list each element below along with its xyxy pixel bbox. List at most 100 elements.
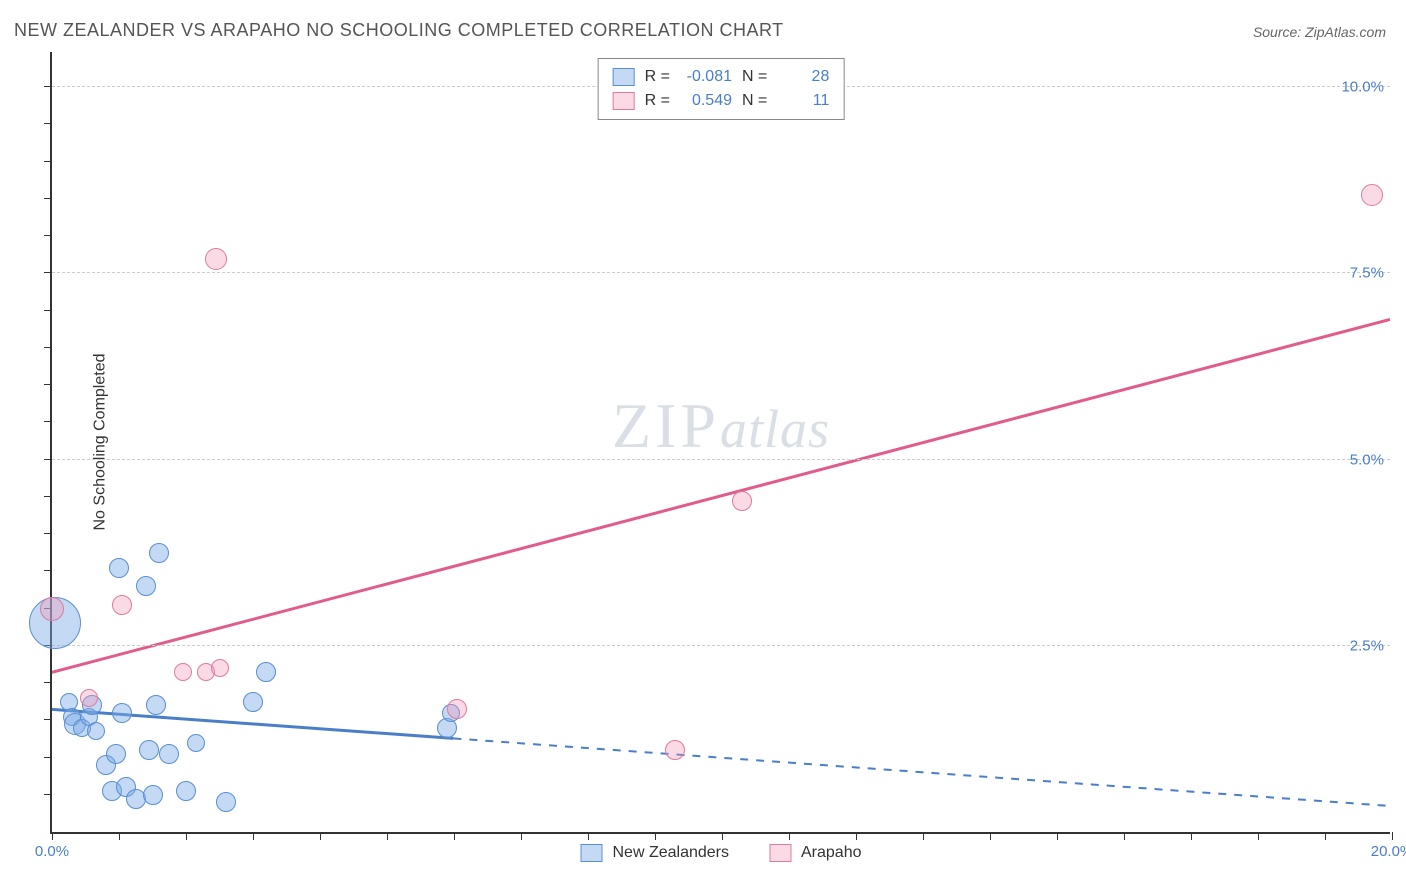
y-tick-label: 7.5% xyxy=(1350,265,1384,282)
data-point xyxy=(40,597,64,621)
x-tick xyxy=(521,832,522,840)
x-tick xyxy=(856,832,857,840)
x-tick xyxy=(1191,832,1192,840)
data-point xyxy=(176,781,196,801)
trend-lines-svg xyxy=(52,52,1390,832)
y-tick xyxy=(44,123,52,124)
y-tick xyxy=(44,533,52,534)
stats-row-1: R = -0.081 N = 28 xyxy=(613,65,830,89)
legend-label-2: Arapaho xyxy=(801,844,862,862)
data-point xyxy=(732,491,752,511)
x-tick xyxy=(588,832,589,840)
r-value-1: -0.081 xyxy=(680,65,732,89)
x-tick xyxy=(119,832,120,840)
data-point xyxy=(174,663,192,681)
x-tick xyxy=(186,832,187,840)
legend-item-2: Arapaho xyxy=(769,844,862,862)
y-tick xyxy=(44,496,52,497)
n-label-1: N = xyxy=(742,65,767,89)
swatch-pink-icon xyxy=(613,92,635,110)
y-tick xyxy=(44,235,52,236)
data-point xyxy=(106,744,126,764)
x-tick-label: 20.0% xyxy=(1371,843,1406,860)
n-label-2: N = xyxy=(742,89,767,113)
r-label-2: R = xyxy=(645,89,670,113)
legend-item-1: New Zealanders xyxy=(581,844,730,862)
y-tick xyxy=(44,421,52,422)
legend-swatch-blue-icon xyxy=(581,844,603,862)
swatch-blue-icon xyxy=(613,68,635,86)
gridline xyxy=(52,645,1390,646)
trend-line xyxy=(52,319,1390,672)
data-point xyxy=(447,699,467,719)
y-tick xyxy=(44,459,52,460)
watermark: ZIPatlas xyxy=(612,389,830,463)
chart-title: NEW ZEALANDER VS ARAPAHO NO SCHOOLING CO… xyxy=(14,20,784,41)
x-tick xyxy=(387,832,388,840)
x-tick xyxy=(1392,832,1393,840)
y-tick xyxy=(44,570,52,571)
y-tick xyxy=(44,161,52,162)
data-point xyxy=(109,558,129,578)
y-tick xyxy=(44,719,52,720)
data-point xyxy=(187,734,205,752)
y-tick xyxy=(44,310,52,311)
watermark-zip: ZIP xyxy=(612,390,720,461)
data-point xyxy=(205,248,227,270)
y-tick xyxy=(44,347,52,348)
x-tick-label: 0.0% xyxy=(35,843,69,860)
y-tick xyxy=(44,794,52,795)
data-point xyxy=(159,744,179,764)
gridline xyxy=(52,272,1390,273)
y-tick xyxy=(44,384,52,385)
n-value-2: 11 xyxy=(777,89,829,113)
data-point xyxy=(216,792,236,812)
x-tick xyxy=(990,832,991,840)
stats-legend: R = -0.081 N = 28 R = 0.549 N = 11 xyxy=(598,58,845,120)
y-tick xyxy=(44,86,52,87)
y-tick-label: 2.5% xyxy=(1350,637,1384,654)
r-value-2: 0.549 xyxy=(680,89,732,113)
legend-swatch-pink-icon xyxy=(769,844,791,862)
x-tick xyxy=(1124,832,1125,840)
data-point xyxy=(146,695,166,715)
y-tick-label: 10.0% xyxy=(1341,79,1384,96)
y-axis-label: No Schooling Completed xyxy=(92,354,110,531)
r-label-1: R = xyxy=(645,65,670,89)
data-point xyxy=(80,689,98,707)
data-point xyxy=(143,785,163,805)
bottom-legend: New Zealanders Arapaho xyxy=(581,844,862,862)
data-point xyxy=(112,703,132,723)
data-point xyxy=(243,692,263,712)
x-tick xyxy=(253,832,254,840)
x-tick xyxy=(1258,832,1259,840)
y-tick xyxy=(44,198,52,199)
data-point xyxy=(149,543,169,563)
y-tick xyxy=(44,272,52,273)
watermark-atlas: atlas xyxy=(720,399,830,459)
x-tick xyxy=(1057,832,1058,840)
x-tick xyxy=(454,832,455,840)
x-tick xyxy=(923,832,924,840)
data-point xyxy=(1361,184,1383,206)
trend-line xyxy=(453,738,1390,806)
x-tick xyxy=(1325,832,1326,840)
y-tick xyxy=(44,682,52,683)
data-point xyxy=(112,595,132,615)
x-tick xyxy=(52,832,53,840)
y-tick-label: 5.0% xyxy=(1350,451,1384,468)
x-tick xyxy=(655,832,656,840)
data-point xyxy=(211,659,229,677)
gridline xyxy=(52,459,1390,460)
data-point xyxy=(256,662,276,682)
x-tick xyxy=(789,832,790,840)
x-tick xyxy=(722,832,723,840)
legend-label-1: New Zealanders xyxy=(613,844,730,862)
y-tick xyxy=(44,757,52,758)
data-point xyxy=(87,722,105,740)
data-point xyxy=(139,740,159,760)
data-point xyxy=(136,576,156,596)
plot-area: No Schooling Completed ZIPatlas 2.5% 5.0%… xyxy=(50,52,1390,834)
source-label: Source: ZipAtlas.com xyxy=(1253,24,1386,40)
x-tick xyxy=(320,832,321,840)
